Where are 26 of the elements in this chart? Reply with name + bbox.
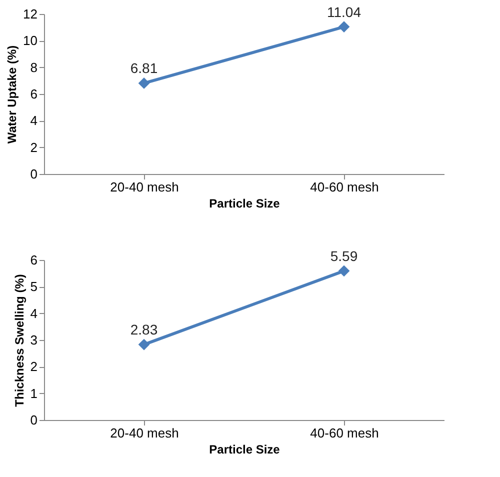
- y-tick-label: 2: [30, 359, 38, 374]
- x-axis-title: Particle Size: [209, 442, 280, 456]
- x-axis-title: Particle Size: [209, 196, 280, 210]
- y-tick-label: 4: [30, 113, 38, 128]
- y-tick-label: 3: [30, 332, 38, 348]
- y-tick-label: 5: [30, 279, 38, 294]
- y-tick-label: 0: [30, 412, 38, 428]
- y-axis-title: Water Uptake (%): [5, 45, 20, 144]
- y-tick-label: 6: [30, 86, 38, 102]
- data-label: 2.83: [130, 322, 158, 338]
- data-label: 5.59: [330, 248, 358, 264]
- y-tick-label: 8: [30, 60, 38, 75]
- data-label: 11.04: [327, 4, 362, 20]
- x-tick-label: 40-60 mesh: [310, 426, 379, 440]
- y-tick-label: 0: [30, 166, 38, 182]
- y-tick-label: 1: [30, 386, 38, 401]
- x-tick-label: 40-60 mesh: [310, 180, 379, 194]
- y-tick-label: 6: [30, 252, 38, 268]
- y-tick-label: 12: [23, 6, 38, 22]
- y-tick-label: 4: [30, 306, 38, 321]
- y-tick-label: 10: [23, 33, 38, 48]
- x-tick-label: 20-40 mesh: [110, 426, 179, 440]
- x-tick-label: 20-40 mesh: [110, 180, 179, 194]
- data-label: 6.81: [130, 60, 158, 76]
- y-tick-label: 2: [30, 140, 38, 155]
- y-axis-title: Thickness Swelling (%): [12, 274, 26, 407]
